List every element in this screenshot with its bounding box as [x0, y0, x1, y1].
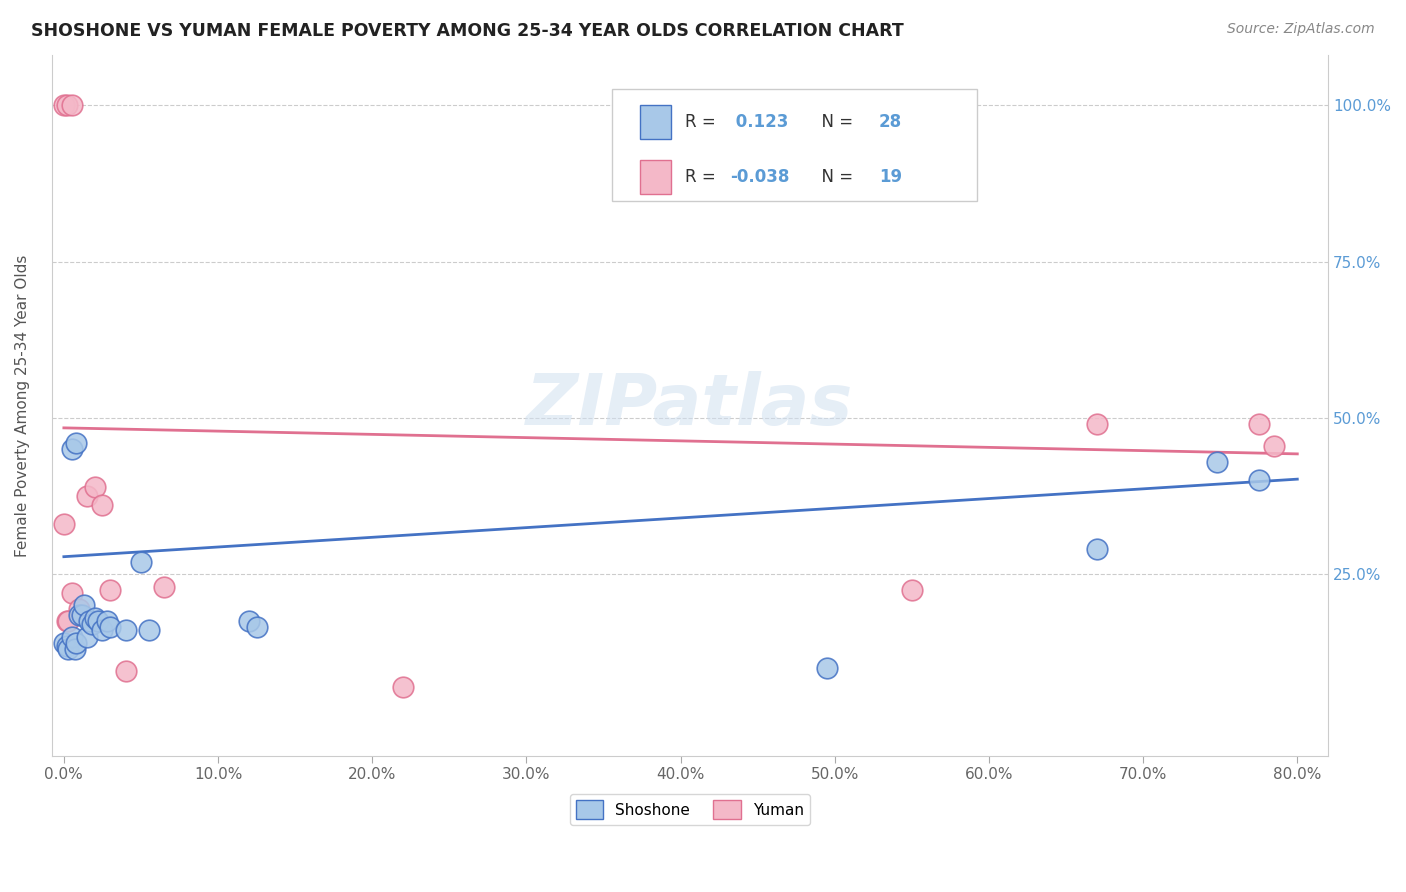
Point [114, 664, 136, 678]
Point [56, 614, 79, 628]
Point [60, 442, 83, 457]
Point [1247, 474, 1270, 488]
Point [1206, 455, 1229, 469]
Text: N =: N = [811, 113, 859, 131]
Text: 28: 28 [879, 113, 901, 131]
Point [72, 607, 94, 622]
Point [98, 582, 121, 597]
Point [91, 499, 114, 513]
Point [63, 642, 86, 657]
Point [67, 607, 90, 622]
Point [114, 624, 136, 638]
Point [60, 586, 83, 600]
Text: R =: R = [685, 168, 721, 186]
Text: ZIPatlas: ZIPatlas [526, 371, 853, 440]
Point [56, 639, 79, 653]
Point [1247, 417, 1270, 431]
Point [60, 630, 83, 644]
Point [80, 617, 103, 632]
Point [58, 614, 80, 628]
Point [1085, 542, 1108, 557]
Point [815, 661, 838, 675]
Point [98, 620, 121, 634]
Point [238, 614, 260, 628]
Point [52, 636, 75, 650]
Point [52, 98, 75, 112]
Text: R =: R = [685, 113, 721, 131]
Point [60, 98, 83, 112]
Point [87, 614, 110, 628]
Text: 0.123: 0.123 [730, 113, 789, 131]
Point [153, 580, 176, 594]
Text: 19: 19 [879, 168, 901, 186]
Text: Source: ZipAtlas.com: Source: ZipAtlas.com [1227, 22, 1375, 37]
Point [1263, 439, 1285, 453]
Legend: Shoshone, Yuman: Shoshone, Yuman [569, 794, 810, 825]
Point [76, 489, 98, 503]
Text: N =: N = [811, 168, 859, 186]
Point [96, 614, 118, 628]
Point [245, 620, 267, 634]
Point [65, 435, 87, 450]
Point [73, 599, 96, 613]
Point [58, 642, 80, 657]
Point [1085, 417, 1108, 431]
Text: -0.038: -0.038 [730, 168, 789, 186]
Point [91, 624, 114, 638]
Point [76, 630, 98, 644]
Point [392, 680, 415, 694]
Point [83, 611, 105, 625]
Point [129, 555, 152, 569]
Point [77, 614, 100, 628]
Point [138, 624, 160, 638]
Point [56, 98, 79, 112]
Point [901, 582, 924, 597]
Point [52, 517, 75, 532]
Y-axis label: Female Poverty Among 25-34 Year Olds: Female Poverty Among 25-34 Year Olds [15, 254, 30, 557]
Point [83, 480, 105, 494]
Text: SHOSHONE VS YUMAN FEMALE POVERTY AMONG 25-34 YEAR OLDS CORRELATION CHART: SHOSHONE VS YUMAN FEMALE POVERTY AMONG 2… [31, 22, 904, 40]
Point [67, 601, 90, 615]
Point [65, 636, 87, 650]
